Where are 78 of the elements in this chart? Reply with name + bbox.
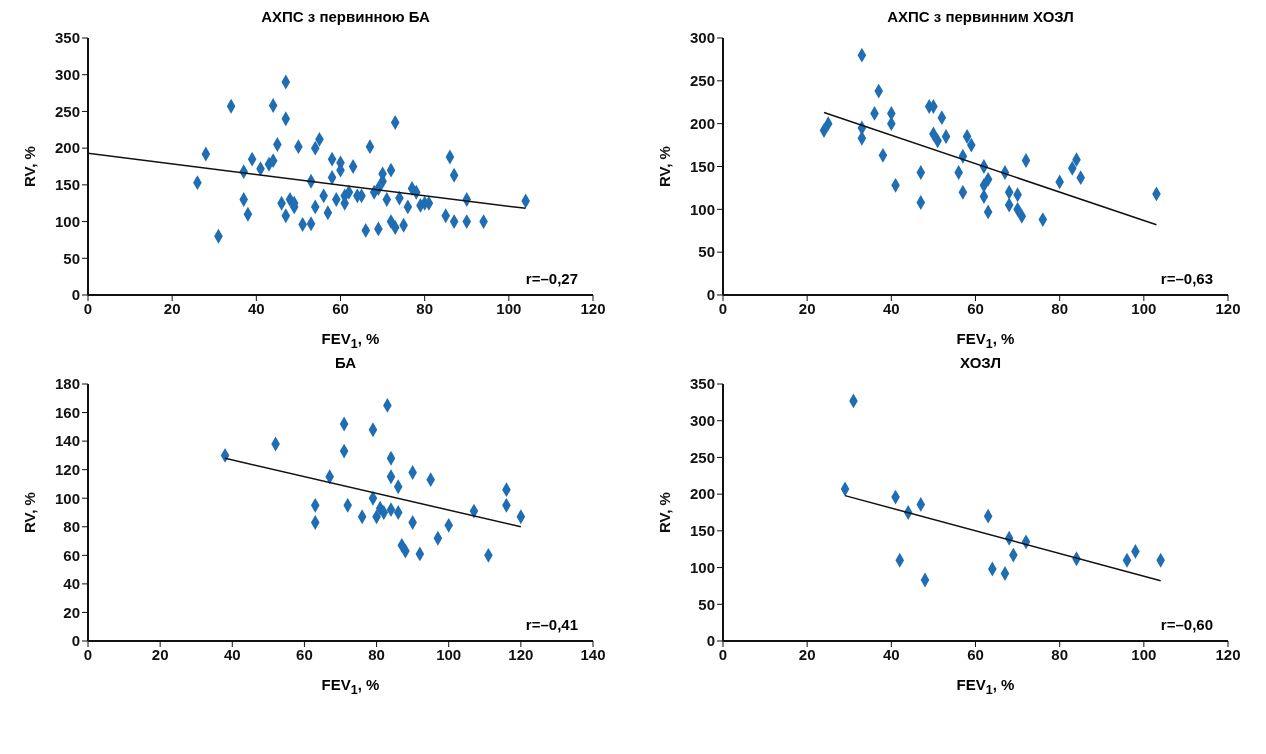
x-tick-label: 0 [83,299,93,317]
x-tick-label: 80 [368,645,385,663]
y-axis-title: RV, % [656,492,674,533]
y-tick-label: 180 [54,375,80,393]
x-tick-label: 60 [332,299,349,317]
y-tick-label: 160 [54,403,80,421]
x-tick-label: 100 [1131,299,1157,317]
x-tick-label: 20 [151,645,169,663]
y-tick-label: 150 [689,157,715,175]
y-tick-label: 350 [689,375,715,393]
x-tick-label: 120 [508,645,534,663]
y-axis-title: RV, % [21,492,39,533]
x-tick-label: 140 [580,645,606,663]
x-tick-label: 60 [967,645,984,663]
y-tick-label: 100 [689,200,715,218]
y-tick-label: 200 [54,139,80,157]
chart-title: АХПС з первинною БА [260,8,431,27]
y-tick-label: 120 [54,460,80,478]
y-tick-label: 40 [63,575,80,593]
annotation: r=–0,63 [1160,270,1213,287]
y-tick-label: 0 [706,286,715,304]
x-axis-title: FEV$_{1}$, % [955,676,1016,697]
chart-title: ХОЗЛ [959,354,1002,373]
x-tick-label: 100 [496,299,522,317]
y-tick-label: 200 [689,485,715,503]
x-tick-label: 80 [416,299,434,317]
y-tick-label: 20 [63,603,80,621]
x-tick-label: 0 [83,645,93,663]
y-tick-label: 300 [689,29,715,47]
y-tick-label: 250 [689,448,715,466]
y-tick-label: 100 [54,489,80,507]
chart-title: АХПС з первинним ХОЗЛ [886,8,1075,27]
x-tick-label: 40 [882,645,900,663]
y-axis-title: RV, % [21,146,39,187]
y-tick-label: 350 [54,29,80,47]
y-tick-label: 100 [689,558,715,576]
x-tick-label: 40 [247,299,265,317]
annotation: r=–0,27 [525,270,578,287]
y-tick-label: 300 [689,412,715,430]
annotation: r=–0,41 [525,616,578,633]
x-tick-label: 40 [882,299,900,317]
y-tick-label: 100 [54,212,80,230]
x-tick-label: 40 [223,645,241,663]
x-axis-title: FEV$_{1}$, % [320,330,381,351]
x-tick-label: 0 [718,299,728,317]
y-tick-label: 200 [689,114,715,132]
y-tick-label: 150 [689,522,715,540]
x-tick-label: 20 [798,299,816,317]
x-tick-label: 120 [580,299,606,317]
x-tick-label: 80 [1051,299,1069,317]
x-tick-label: 120 [1215,299,1241,317]
x-tick-label: 60 [296,645,313,663]
x-tick-label: 0 [718,645,728,663]
x-tick-label: 60 [967,299,984,317]
y-tick-label: 60 [63,546,80,564]
y-tick-label: 50 [63,249,80,267]
x-tick-label: 120 [1215,645,1241,663]
y-tick-label: 0 [71,286,80,304]
x-axis-title: FEV$_{1}$, % [955,330,1016,351]
x-tick-label: 80 [1051,645,1069,663]
y-tick-label: 50 [698,595,715,613]
y-tick-label: 0 [71,632,80,650]
x-tick-label: 20 [798,645,816,663]
x-axis-title: FEV$_{1}$, % [320,676,381,697]
x-tick-label: 20 [163,299,181,317]
y-tick-label: 150 [54,176,80,194]
y-tick-label: 140 [54,432,80,450]
y-axis-title: RV, % [656,146,674,187]
chart-title: БА [333,354,357,373]
y-tick-label: 80 [63,518,80,536]
y-tick-label: 300 [54,66,80,84]
x-tick-label: 100 [436,645,462,663]
y-tick-label: 0 [706,632,715,650]
y-tick-label: 250 [54,102,80,120]
y-tick-label: 50 [698,243,715,261]
y-tick-label: 250 [689,72,715,90]
annotation: r=–0,60 [1160,616,1213,633]
x-tick-label: 100 [1131,645,1157,663]
